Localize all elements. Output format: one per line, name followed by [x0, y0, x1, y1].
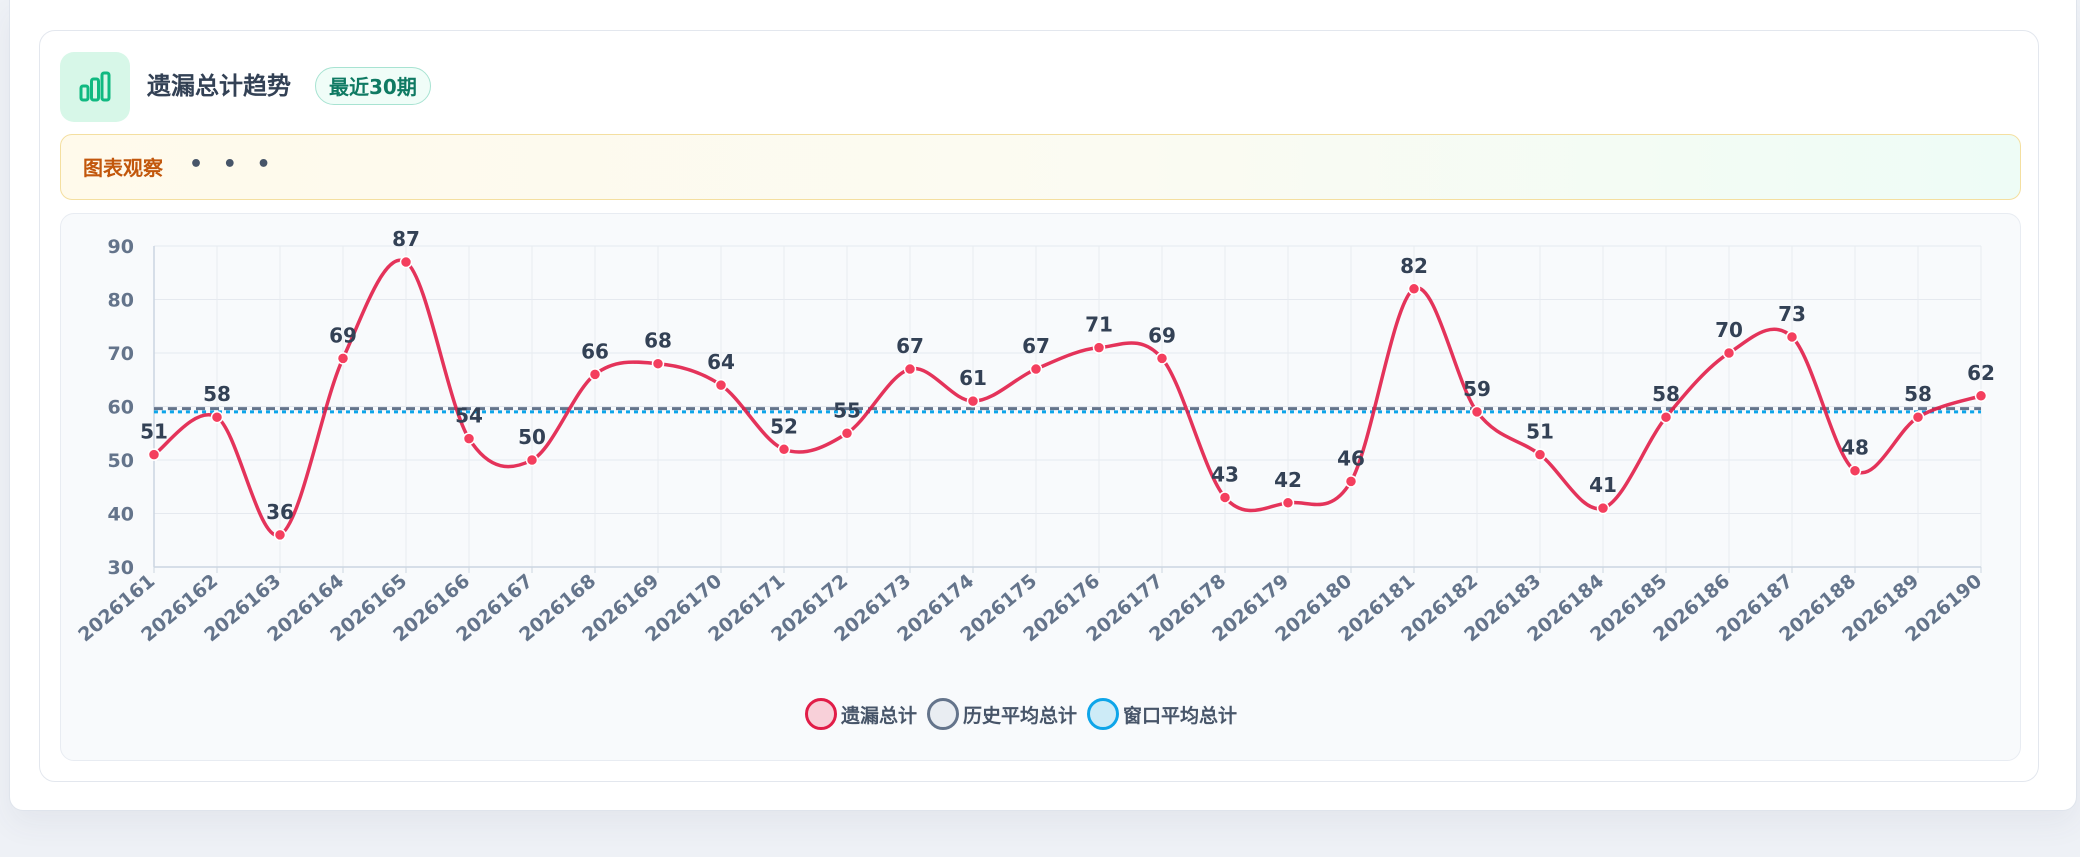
legend-label: 历史平均总计 — [963, 704, 1078, 727]
data-label: 71 — [1085, 313, 1113, 337]
data-label: 48 — [1841, 436, 1869, 460]
data-point — [1029, 362, 1043, 376]
data-label: 46 — [1337, 446, 1365, 470]
data-point — [777, 443, 791, 456]
data-label: 58 — [1904, 382, 1932, 406]
data-label: 67 — [1022, 334, 1050, 358]
data-point — [1218, 491, 1232, 504]
data-point — [1785, 330, 1799, 344]
legend-swatch — [1087, 698, 1120, 730]
legend-label: 遗漏总计 — [841, 704, 918, 727]
data-label: 51 — [140, 420, 168, 444]
data-label: 61 — [959, 366, 987, 390]
data-label: 87 — [392, 227, 420, 251]
data-point — [966, 394, 980, 408]
data-point — [1848, 464, 1862, 477]
data-point — [1470, 405, 1484, 419]
chart-area — [60, 213, 2021, 761]
data-label: 66 — [581, 339, 609, 363]
y-tick-label: 70 — [108, 343, 134, 365]
y-tick-label: 60 — [108, 397, 134, 419]
main-series-line — [152, 258, 1982, 537]
data-point — [399, 255, 413, 269]
data-label: 67 — [896, 334, 924, 358]
data-point — [1974, 389, 1988, 403]
loading-dots: • • • — [189, 152, 277, 177]
legend-item-total[interactable]: 遗漏总计 — [805, 698, 917, 730]
data-point — [1659, 410, 1673, 424]
data-point — [903, 362, 917, 376]
data-label: 58 — [203, 382, 231, 406]
data-label: 69 — [1148, 323, 1176, 347]
legend-swatch — [927, 698, 960, 730]
data-label: 43 — [1211, 462, 1239, 486]
data-point — [1533, 448, 1547, 461]
chart-legend: 遗漏总计 历史平均总计 窗口平均总计 — [805, 694, 1247, 734]
data-point — [1092, 341, 1106, 354]
y-tick-label: 40 — [108, 504, 134, 526]
data-label: 41 — [1589, 473, 1617, 497]
observation-panel[interactable]: 图表观察 • • • — [60, 134, 2021, 200]
data-point — [1344, 475, 1358, 488]
data-label: 59 — [1463, 377, 1491, 401]
y-tick-label: 80 — [108, 290, 134, 312]
data-point — [714, 378, 728, 392]
data-point — [1281, 496, 1295, 510]
data-label: 68 — [644, 329, 672, 353]
data-label: 82 — [1400, 254, 1428, 278]
data-point — [588, 368, 602, 381]
legend-swatch — [805, 698, 837, 730]
data-point — [462, 432, 476, 445]
observation-label: 图表观察 — [83, 156, 163, 180]
data-label: 36 — [266, 500, 294, 524]
data-point — [336, 352, 350, 365]
data-point — [1155, 352, 1169, 365]
data-point — [1722, 346, 1736, 360]
data-label: 70 — [1715, 318, 1743, 342]
data-point — [651, 357, 665, 370]
data-label: 55 — [833, 398, 861, 422]
data-point — [210, 410, 224, 424]
bar-chart-icon — [60, 52, 130, 122]
data-label: 52 — [770, 414, 798, 438]
data-label: 51 — [1526, 420, 1554, 444]
y-tick-label: 30 — [108, 557, 134, 579]
data-label: 42 — [1274, 468, 1302, 492]
data-label: 62 — [1967, 361, 1995, 385]
data-point — [1911, 410, 1925, 424]
y-tick-label: 90 — [108, 236, 134, 258]
data-point — [525, 453, 539, 467]
data-point — [1407, 282, 1421, 296]
data-point — [840, 427, 854, 440]
data-point — [273, 528, 287, 542]
data-point — [147, 448, 161, 461]
data-point — [1596, 501, 1610, 515]
data-label: 58 — [1652, 382, 1680, 406]
data-label: 50 — [518, 425, 546, 449]
legend-item-history-avg[interactable]: 历史平均总计 — [927, 698, 1077, 730]
data-label: 73 — [1778, 302, 1806, 326]
data-label: 54 — [455, 404, 483, 428]
legend-item-window-avg[interactable]: 窗口平均总计 — [1087, 698, 1237, 730]
y-tick-label: 50 — [108, 450, 134, 472]
legend-label: 窗口平均总计 — [1123, 704, 1238, 727]
data-label: 64 — [707, 350, 735, 374]
data-label: 69 — [329, 323, 357, 347]
chart-title: 遗漏总计趋势 — [147, 72, 291, 100]
period-badge: 最近30期 — [315, 67, 431, 105]
